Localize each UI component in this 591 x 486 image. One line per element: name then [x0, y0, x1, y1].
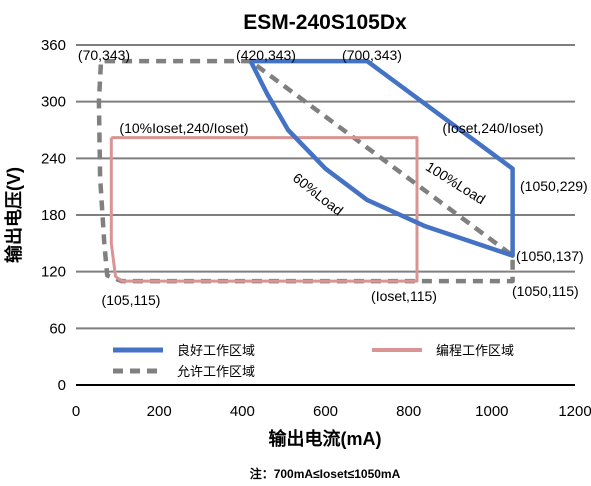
x-tick-label: 1200: [558, 403, 591, 420]
point-annotation: (1050,229): [520, 178, 588, 194]
point-annotation: (Ioset,115): [371, 288, 437, 304]
x-tick-label: 1000: [475, 403, 508, 420]
y-tick-label: 300: [41, 94, 66, 111]
y-tick-label: 360: [41, 37, 66, 54]
point-annotation: (700,343): [342, 47, 402, 63]
x-tick-label: 800: [396, 403, 421, 420]
legend-label: 允许工作区域: [177, 364, 255, 379]
legend-label: 良好工作区域: [177, 343, 255, 358]
y-tick-label: 240: [41, 150, 66, 167]
series-line-0: [248, 58, 515, 258]
curve-label: 100%Load: [423, 158, 488, 207]
y-tick-label: 60: [49, 320, 66, 337]
point-annotation: (420,343): [236, 47, 296, 63]
series-line-2: [96, 58, 515, 284]
point-annotation: (1050,115): [512, 283, 579, 299]
point-annotations: (70,343) (420,343) (700,343) (10%Ioset,240/…: [78, 47, 588, 308]
point-annotation: (105,115): [102, 292, 161, 308]
legend-label: 编程工作区域: [436, 343, 514, 358]
y-tick-label: 180: [41, 207, 66, 224]
x-tick-label: 600: [313, 403, 338, 420]
y-tick-label: 0: [58, 377, 66, 394]
chart-title: ESM-240S105Dx: [243, 11, 407, 34]
x-tick-label: 0: [72, 403, 80, 420]
y-tick-label: 120: [41, 264, 66, 281]
x-axis-label: 输出电流(mA): [269, 428, 382, 449]
y-axis-label: 输出电压(V): [3, 167, 24, 263]
point-annotation: (10%Ioset,240/Ioset): [119, 120, 248, 136]
x-tick-label: 400: [230, 403, 255, 420]
point-annotation: (Ioset,240/Ioset): [442, 120, 543, 136]
grid-lines: [76, 44, 575, 386]
x-tick-label: 200: [147, 403, 172, 420]
tick-labels: 0 60 120 180 240 300 360 0 200 400 600 800 1000 1200: [41, 37, 591, 420]
point-annotation: (70,343): [78, 47, 130, 63]
point-annotation: (1050,137): [516, 248, 584, 264]
footnote: 注：700mA≤Ioset≤1050mA: [250, 466, 401, 481]
operating-areas: [96, 58, 515, 284]
series-line-1: [109, 136, 419, 283]
